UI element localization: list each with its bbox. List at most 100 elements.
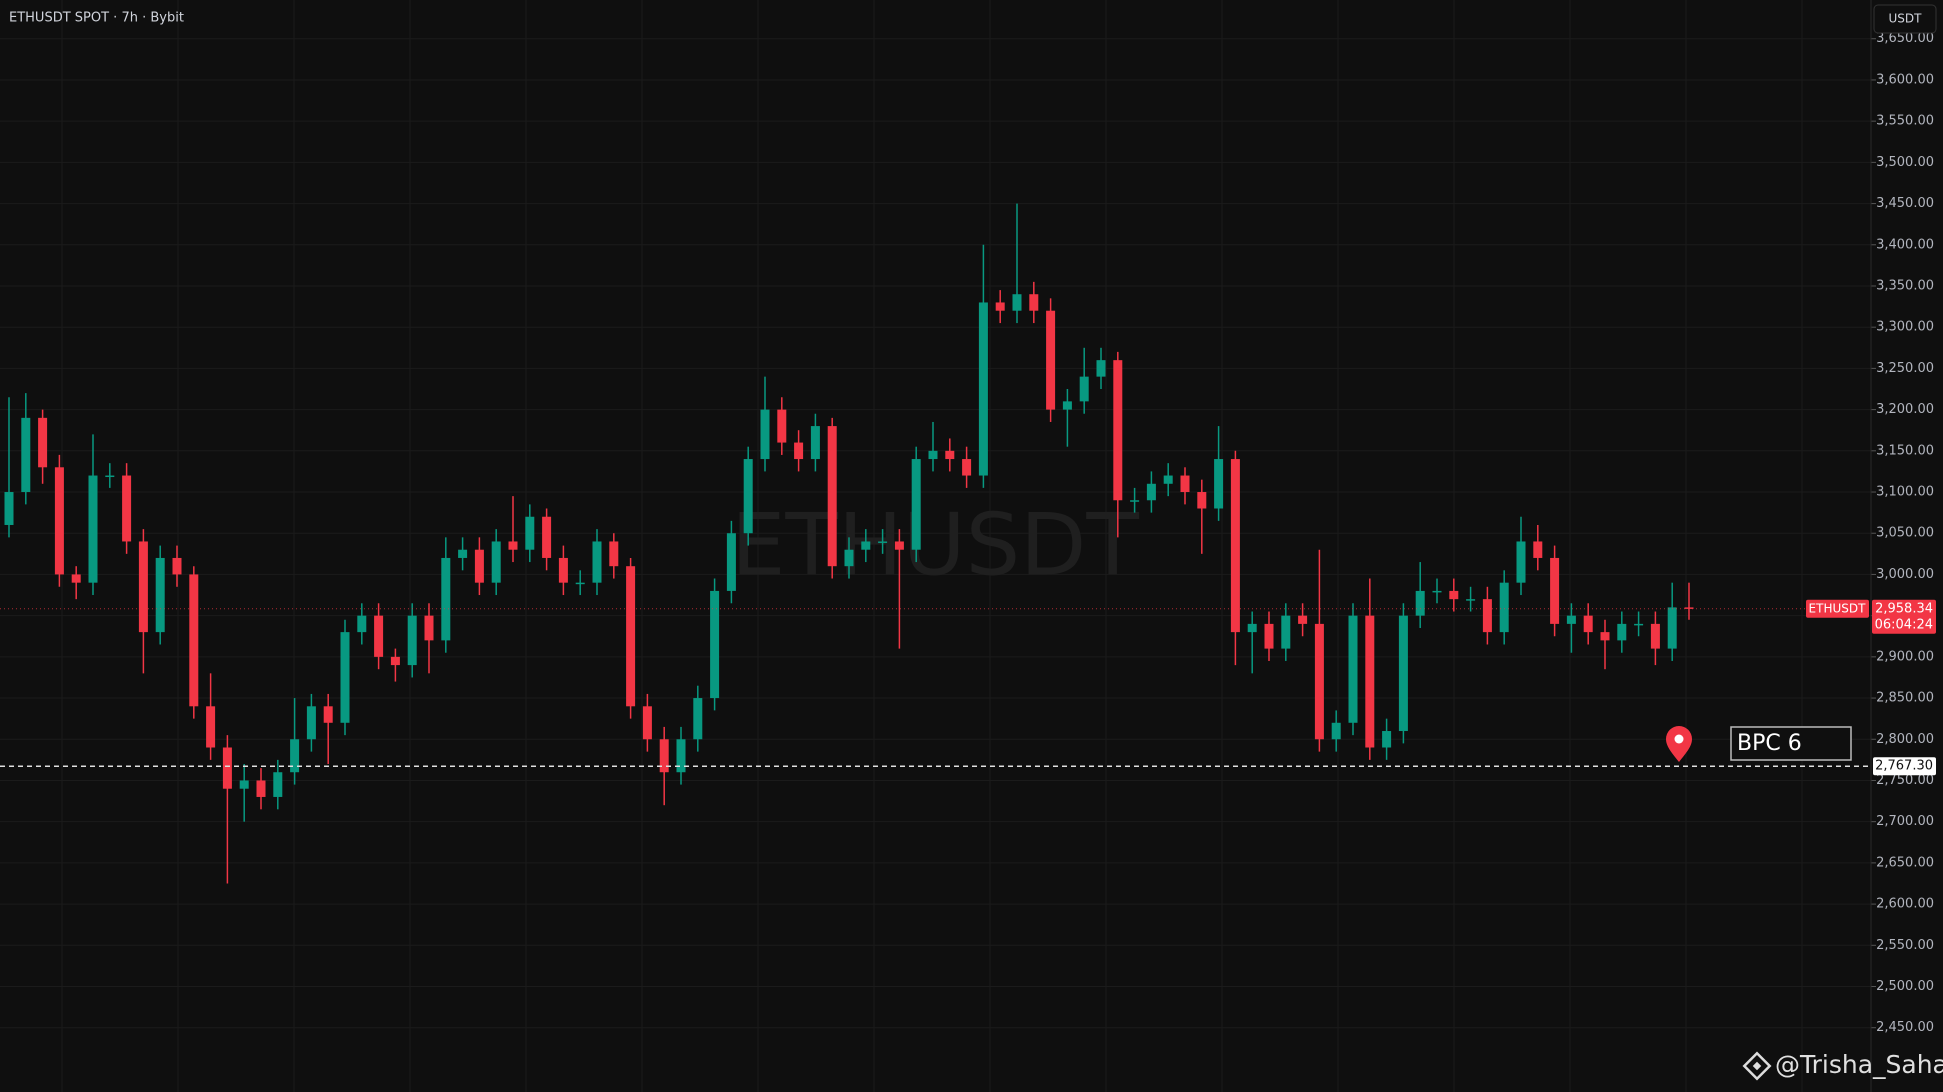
candle-body — [1314, 623, 1324, 740]
price-tag-bg — [1872, 599, 1936, 634]
candle-body — [1499, 582, 1509, 633]
candle-body — [1180, 475, 1190, 493]
candle-body — [71, 574, 81, 583]
candle-body — [1096, 360, 1106, 377]
candle-body — [1348, 615, 1358, 723]
candle-body — [1482, 599, 1492, 633]
y-tick-label: 3,200.00 — [1876, 402, 1934, 417]
candle-body — [1617, 623, 1627, 641]
candle-body — [945, 450, 955, 460]
y-tick-label: 2,600.00 — [1876, 897, 1934, 912]
candle-body — [1566, 615, 1576, 624]
y-tick-label: 2,500.00 — [1876, 979, 1934, 994]
countdown: 06:04:24 — [1875, 617, 1933, 632]
candle-body — [222, 747, 232, 789]
level-tag: 2,767.30 — [1875, 759, 1933, 774]
y-tick-label: 3,100.00 — [1876, 485, 1934, 500]
candle-body — [189, 574, 199, 707]
candle-body — [1432, 590, 1442, 593]
candle-body — [88, 475, 98, 583]
candle-body — [1331, 722, 1341, 740]
candle-body — [122, 475, 132, 542]
candle-body — [1600, 632, 1610, 641]
pin-dot — [1674, 734, 1684, 744]
candle-body — [1130, 500, 1140, 502]
candle-body — [239, 780, 249, 789]
y-tick-label: 3,650.00 — [1876, 31, 1934, 46]
candle-body — [626, 566, 636, 707]
y-tick-label: 3,550.00 — [1876, 114, 1934, 129]
candle-body — [491, 541, 501, 583]
candle-body — [1230, 459, 1240, 633]
candle-body — [1466, 599, 1476, 601]
candle-body — [374, 615, 384, 657]
candle-body — [676, 739, 686, 773]
candle-body — [542, 516, 552, 558]
y-tick-label: 2,550.00 — [1876, 938, 1934, 953]
y-tick-label: 3,150.00 — [1876, 443, 1934, 458]
candle-body — [1650, 623, 1660, 649]
y-tick-label: 2,900.00 — [1876, 649, 1934, 664]
candle-body — [743, 459, 753, 534]
candle-body — [441, 557, 451, 641]
candle-body — [1146, 483, 1156, 501]
y-tick-label: 3,600.00 — [1876, 72, 1934, 87]
candle-body — [978, 302, 988, 476]
y-tick-label: 3,400.00 — [1876, 237, 1934, 252]
candle-body — [878, 541, 888, 543]
candle-body — [290, 739, 300, 773]
y-tick-label: 2,450.00 — [1876, 1020, 1934, 1035]
candle-body — [1247, 623, 1257, 633]
candle-body — [1634, 623, 1644, 626]
candle-body — [592, 541, 602, 583]
y-tick-label: 3,250.00 — [1876, 361, 1934, 376]
candle-body — [1113, 360, 1123, 501]
candle-body — [273, 772, 283, 797]
candle-body — [575, 582, 585, 585]
candle-body — [1298, 615, 1308, 624]
candle-body — [1398, 615, 1408, 732]
y-tick-label: 3,000.00 — [1876, 567, 1934, 582]
candle-body — [54, 467, 64, 575]
candle-body — [726, 533, 736, 591]
candle-body — [172, 557, 182, 575]
currency: USDT — [1889, 12, 1923, 26]
candle-body — [1281, 615, 1291, 649]
candle-body — [693, 698, 703, 740]
candle-body — [1264, 623, 1274, 649]
annotation-box — [1730, 726, 1852, 761]
candle-body — [407, 615, 417, 666]
candle-body — [760, 409, 770, 460]
candle-body — [558, 557, 568, 583]
chart-title: ETHUSDT SPOT · 7h · Bybit — [9, 11, 184, 26]
candle-body — [508, 541, 518, 550]
candle-body — [861, 541, 871, 550]
annotation: BPC 6 — [1737, 731, 1802, 756]
candle-body — [306, 706, 316, 740]
candle-body — [810, 426, 820, 460]
candle-body — [105, 475, 115, 478]
candle-body — [777, 409, 787, 443]
candle-body — [1382, 731, 1392, 748]
candle-body — [928, 450, 938, 460]
candle-body — [794, 442, 804, 460]
candle-body — [390, 656, 400, 666]
price-tag: 2,958.34 — [1875, 601, 1933, 616]
candle-body — [659, 739, 669, 773]
candle-body — [340, 632, 350, 723]
candle-body — [323, 706, 333, 723]
candle-body — [962, 459, 972, 476]
candle-body — [1516, 541, 1526, 583]
watermark: ETHUSDT — [731, 495, 1139, 595]
candle-body — [1029, 294, 1039, 311]
pin-marker — [1666, 726, 1692, 762]
candle-body — [1365, 615, 1375, 748]
candle-body — [256, 780, 266, 797]
candle-body — [1667, 607, 1677, 649]
candle-body — [1197, 492, 1207, 509]
candle-body — [1583, 615, 1593, 633]
candle-body — [38, 417, 48, 468]
candle-body — [424, 615, 434, 641]
candle-body — [642, 706, 652, 740]
